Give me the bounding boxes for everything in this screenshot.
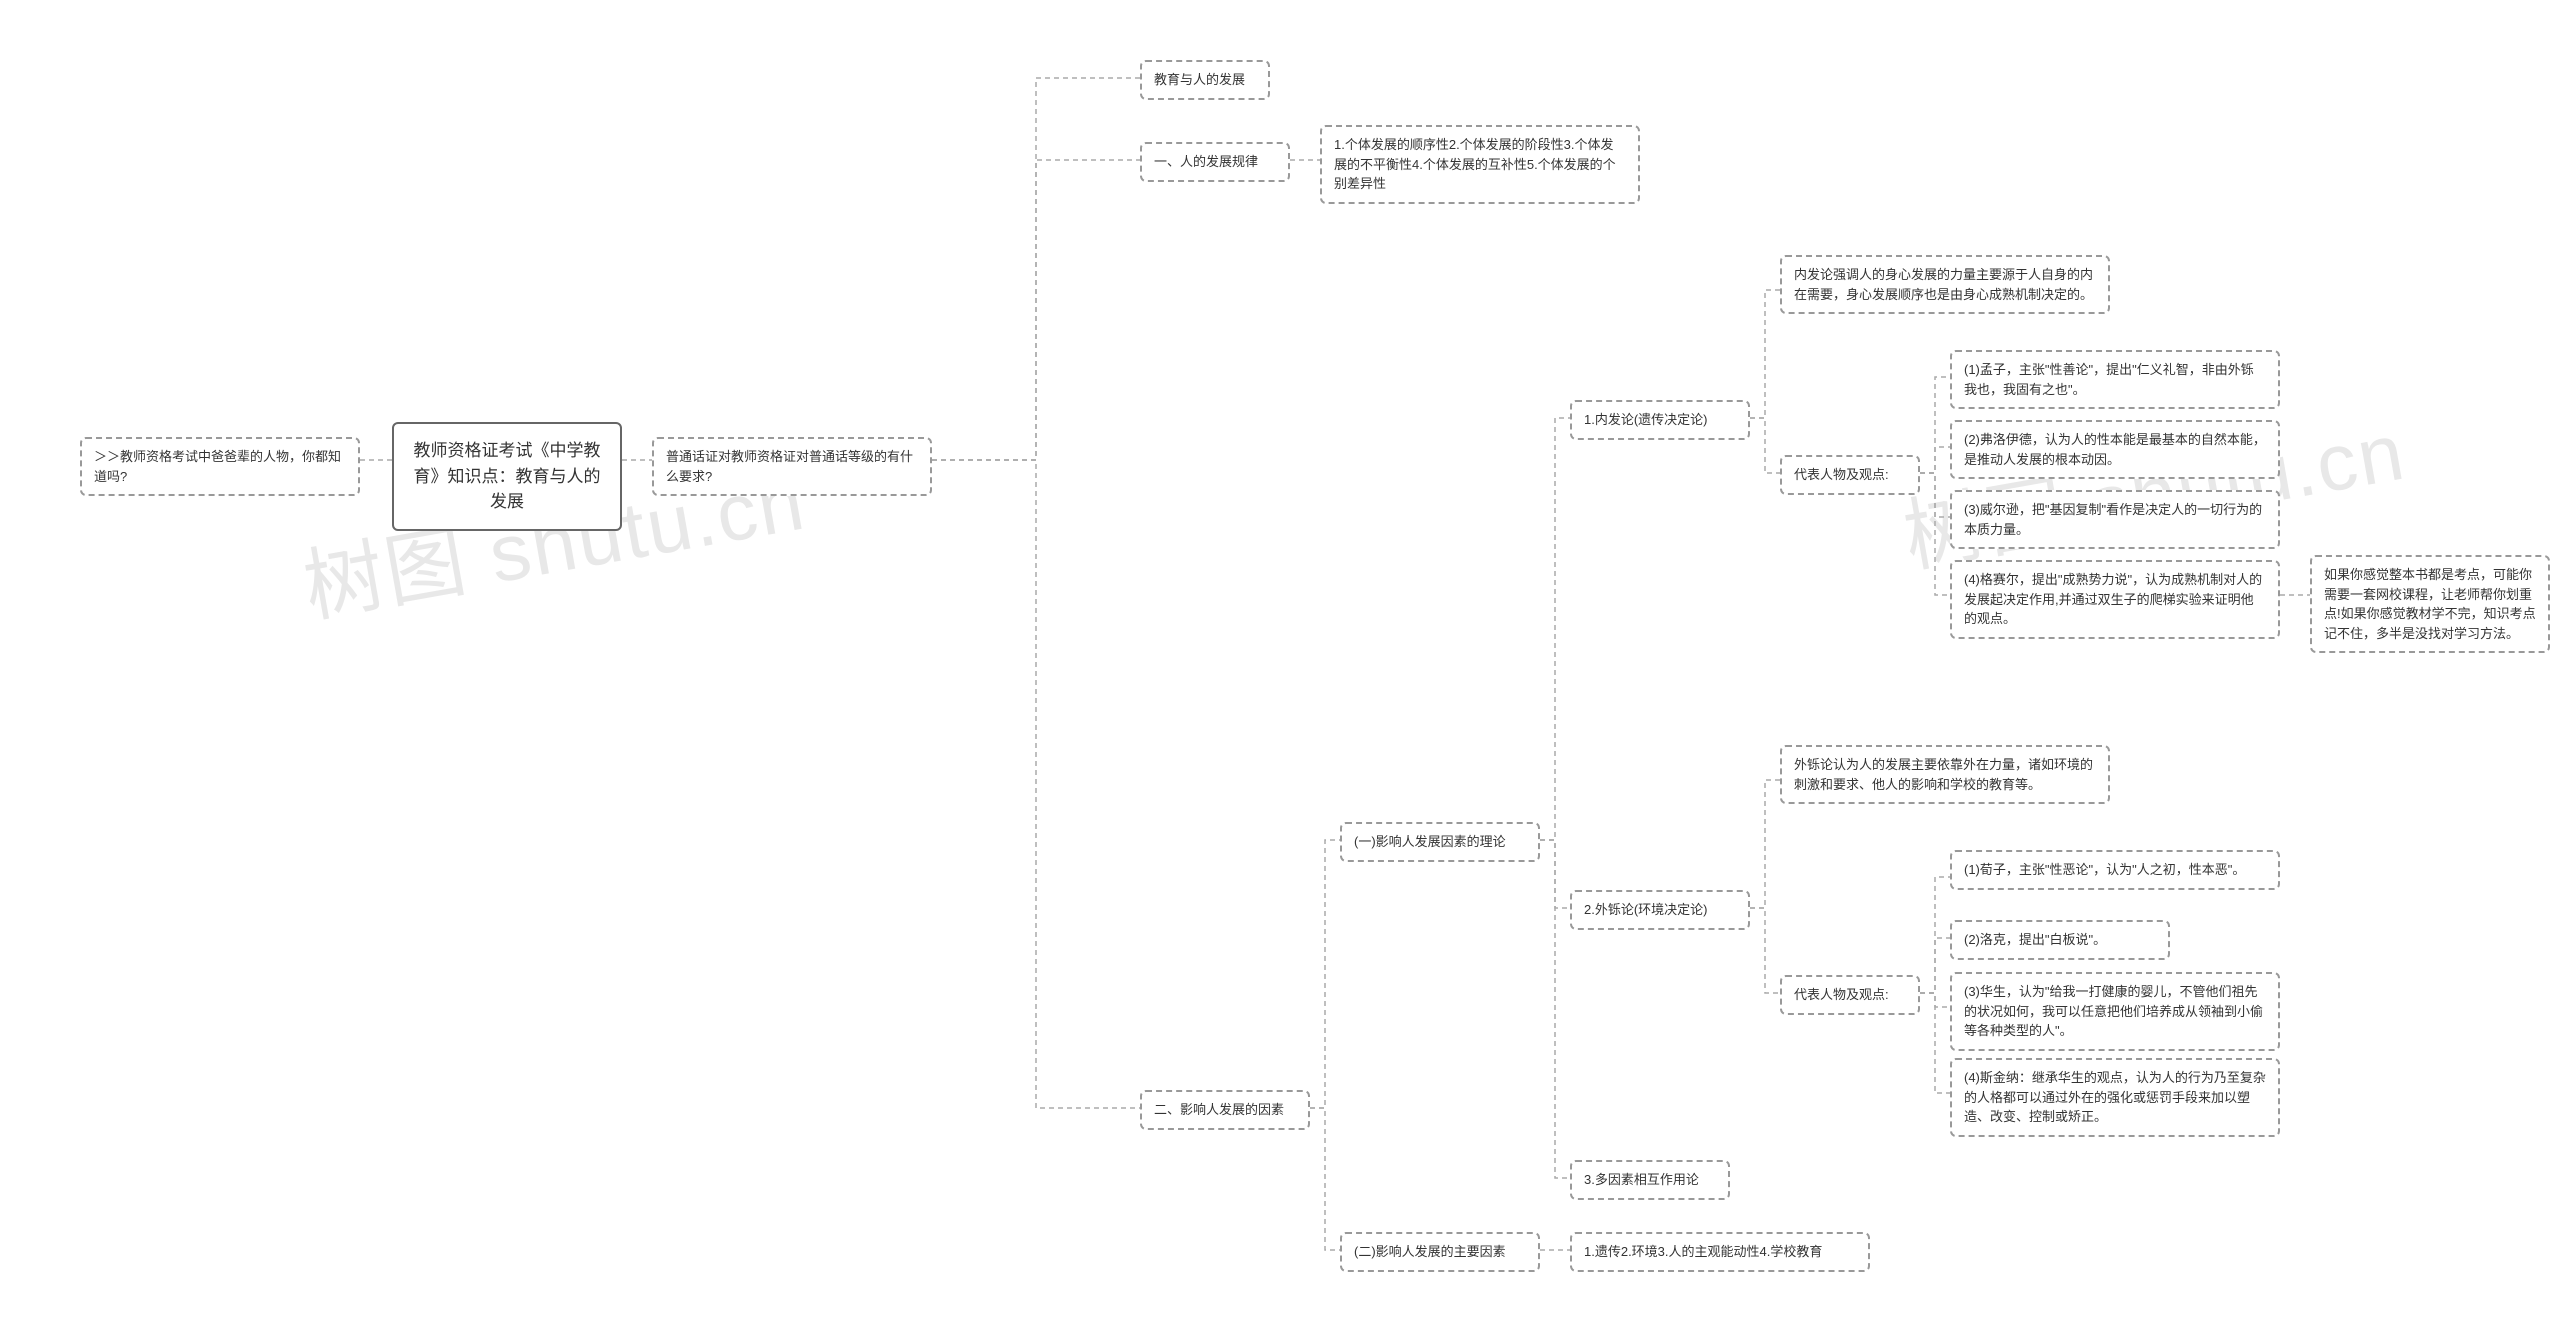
node-subsection-2-2: (二)影响人发展的主要因素 xyxy=(1340,1232,1540,1272)
node-rep-gesell: (4)格赛尔，提出"成熟势力说"，认为成熟机制对人的发展起决定作用,并通过双生子… xyxy=(1950,560,2280,639)
node-topic-education-development: 教育与人的发展 xyxy=(1140,60,1270,100)
node-next-link: 普通话证对教师资格证对普通话等级的有什么要求? xyxy=(652,437,932,496)
node-theory-2-reps: 代表人物及观点: xyxy=(1780,975,1920,1015)
node-theory-3: 3.多因素相互作用论 xyxy=(1570,1160,1730,1200)
node-root: 教师资格证考试《中学教育》知识点：教育与人的发展 xyxy=(392,422,622,531)
node-rep-freud: (2)弗洛伊德，认为人的性本能是最基本的自然本能，是推动人发展的根本动因。 xyxy=(1950,420,2280,479)
node-rep-xunzi: (1)荀子，主张"性恶论"，认为"人之初，性本恶"。 xyxy=(1950,850,2280,890)
node-rep-skinner: (4)斯金纳：继承华生的观点，认为人的行为乃至复杂的人格都可以通过外在的强化或惩… xyxy=(1950,1058,2280,1137)
node-study-tip: 如果你感觉整本书都是考点，可能你需要一套网校课程，让老师帮你划重点!如果你感觉教… xyxy=(2310,555,2550,653)
node-section-1-detail: 1.个体发展的顺序性2.个体发展的阶段性3.个体发展的不平衡性4.个体发展的互补… xyxy=(1320,125,1640,204)
node-theory-2: 2.外铄论(环境决定论) xyxy=(1570,890,1750,930)
node-rep-locke: (2)洛克，提出"白板说"。 xyxy=(1950,920,2170,960)
node-subsection-2-1: (一)影响人发展因素的理论 xyxy=(1340,822,1540,862)
node-prev-link: ＞＞教师资格考试中爸爸辈的人物，你都知道吗? xyxy=(80,437,360,496)
node-section-1: 一、人的发展规律 xyxy=(1140,142,1290,182)
node-theory-1-reps: 代表人物及观点: xyxy=(1780,455,1920,495)
node-theory-1-desc: 内发论强调人的身心发展的力量主要源于人自身的内在需要，身心发展顺序也是由身心成熟… xyxy=(1780,255,2110,314)
node-subsection-2-2-detail: 1.遗传2.环境3.人的主观能动性4.学校教育 xyxy=(1570,1232,1870,1272)
node-theory-2-desc: 外铄论认为人的发展主要依靠外在力量，诸如环境的刺激和要求、他人的影响和学校的教育… xyxy=(1780,745,2110,804)
node-rep-wilson: (3)威尔逊，把"基因复制"看作是决定人的一切行为的本质力量。 xyxy=(1950,490,2280,549)
node-theory-1: 1.内发论(遗传决定论) xyxy=(1570,400,1750,440)
node-section-2: 二、影响人发展的因素 xyxy=(1140,1090,1310,1130)
node-rep-watson: (3)华生，认为"给我一打健康的婴儿，不管他们祖先的状况如何，我可以任意把他们培… xyxy=(1950,972,2280,1051)
mindmap-canvas: 树图 shutu.cn 树图 shutu.cn ＞＞教师资格考试中爸爸辈的人物，… xyxy=(0,0,2560,1337)
node-rep-mengzi: (1)孟子，主张"性善论"，提出"仁义礼智，非由外铄我也，我固有之也"。 xyxy=(1950,350,2280,409)
